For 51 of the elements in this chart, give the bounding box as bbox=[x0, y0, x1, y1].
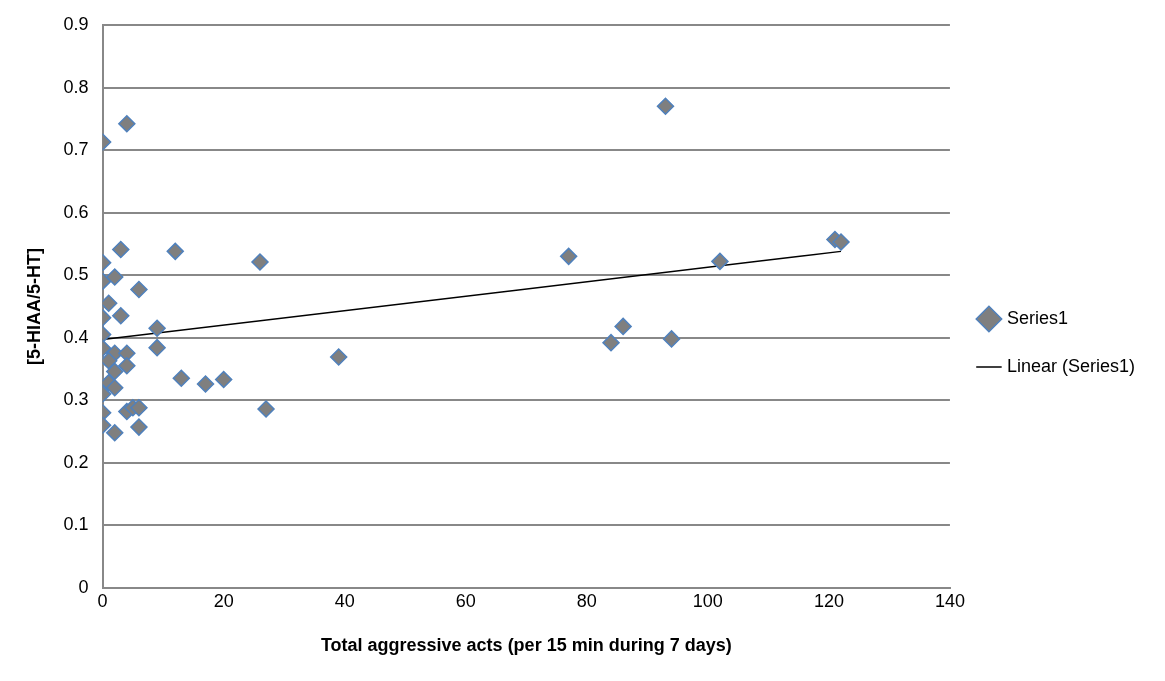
point bbox=[148, 319, 166, 338]
point bbox=[102, 294, 118, 313]
x-tick-label: 0 bbox=[97, 590, 108, 611]
y-tick-label: 0.1 bbox=[63, 514, 89, 535]
legend-label: Series1 bbox=[1006, 307, 1068, 328]
x-tick-label: 40 bbox=[334, 590, 355, 611]
point bbox=[130, 418, 148, 436]
point bbox=[148, 338, 166, 357]
point bbox=[112, 307, 130, 325]
x-tick-label: 80 bbox=[576, 590, 597, 611]
point bbox=[251, 253, 269, 271]
point bbox=[118, 357, 136, 375]
y-axis-title: [5-HIAA/5-HT] bbox=[23, 247, 44, 365]
point bbox=[130, 398, 148, 417]
x-tick-label: 60 bbox=[455, 590, 476, 611]
point bbox=[832, 233, 850, 251]
point bbox=[614, 317, 632, 336]
point bbox=[711, 252, 729, 271]
y-tick-label: 0 bbox=[78, 576, 89, 597]
y-tick-label: 0.6 bbox=[63, 201, 89, 222]
x-tick-label: 100 bbox=[692, 590, 723, 611]
point bbox=[662, 330, 681, 348]
point bbox=[105, 362, 124, 381]
legend-label: Linear (Series1) bbox=[1006, 355, 1136, 376]
point bbox=[196, 375, 215, 393]
point bbox=[329, 348, 348, 366]
y-tick-label: 0.3 bbox=[63, 389, 89, 410]
y-tick-label: 0.9 bbox=[63, 13, 89, 34]
x-tick-label: 20 bbox=[213, 590, 234, 611]
x-axis-title: Total aggressive acts (per 15 min during 7 days) bbox=[320, 635, 732, 656]
point bbox=[130, 280, 148, 299]
x-tick-label: 140 bbox=[934, 590, 965, 611]
y-tick-label: 0.5 bbox=[63, 264, 89, 285]
point bbox=[105, 423, 124, 442]
point bbox=[118, 115, 136, 133]
point bbox=[105, 268, 124, 286]
point bbox=[656, 97, 675, 116]
point bbox=[257, 400, 275, 418]
x-tick-label: 120 bbox=[813, 590, 844, 611]
y-tick-label: 0.2 bbox=[63, 451, 89, 472]
point bbox=[559, 247, 578, 266]
point bbox=[105, 378, 124, 397]
point bbox=[172, 369, 191, 388]
y-tick-label: 0.7 bbox=[63, 139, 89, 160]
y-tick-label: 0.8 bbox=[63, 76, 89, 97]
point bbox=[166, 242, 184, 261]
point bbox=[102, 352, 118, 370]
point bbox=[602, 333, 620, 352]
y-tick-label: 0.4 bbox=[63, 326, 89, 347]
point bbox=[112, 240, 130, 259]
point bbox=[214, 370, 233, 389]
